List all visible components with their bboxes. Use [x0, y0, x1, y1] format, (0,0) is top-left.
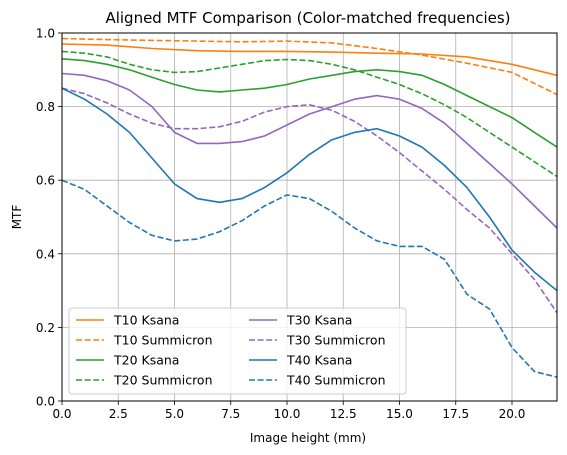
y-tick-label: 0.2 — [36, 321, 55, 335]
x-tick-label: 10.0 — [274, 407, 301, 421]
series-lines — [62, 37, 557, 378]
legend-label: T30 Summicron — [286, 333, 386, 348]
series-line-t40-summicron — [62, 179, 557, 378]
x-tick-label: 0.0 — [52, 407, 71, 421]
x-tick-label: 5.0 — [165, 407, 184, 421]
y-tick-label: 0.8 — [36, 100, 55, 114]
legend: T10 Ksana T10 Summicron T20 Ksana T20 Summi… — [68, 307, 407, 395]
y-tick-label: 0.6 — [36, 174, 55, 188]
legend-label: T20 Summicron — [113, 373, 213, 388]
legend-label: T10 Summicron — [113, 333, 213, 348]
x-axis-label: Image height (mm) — [250, 431, 366, 445]
series-line-t10-summicron — [62, 37, 557, 96]
series-line-t30-summicron — [62, 87, 557, 314]
x-tick-label: 15.0 — [386, 407, 413, 421]
y-tick-label: 0.4 — [36, 247, 55, 261]
series-line-t10-ksana — [62, 43, 557, 77]
plot-area-frame — [61, 32, 558, 402]
x-axis: 0.0 2.5 5.0 7.5 10.0 12.5 15.0 17.5 20.0 — [52, 401, 525, 421]
legend-label: T10 Ksana — [113, 313, 179, 328]
y-axis-label: MTF — [10, 205, 24, 230]
series-line-t20-summicron — [62, 50, 557, 178]
chart-title: Aligned MTF Comparison (Color-matched fr… — [105, 9, 510, 27]
series-line-t40-ksana — [62, 87, 557, 292]
legend-label: T30 Ksana — [286, 313, 352, 328]
x-tick-label: 12.5 — [330, 407, 357, 421]
x-tick-label: 17.5 — [442, 407, 469, 421]
legend-label: T40 Summicron — [286, 373, 386, 388]
x-tick-label: 7.5 — [221, 407, 240, 421]
legend-label: T40 Ksana — [286, 353, 352, 368]
x-tick-label: 2.5 — [109, 407, 128, 421]
series-line-t30-ksana — [62, 72, 557, 229]
y-axis: 0.0 0.2 0.4 0.6 0.8 1.0 — [36, 27, 62, 409]
legend-box — [68, 307, 407, 395]
y-tick-label: 0.0 — [36, 395, 55, 409]
x-tick-label: 20.0 — [499, 407, 526, 421]
legend-label: T20 Ksana — [113, 353, 179, 368]
series-line-t20-ksana — [62, 58, 557, 148]
y-tick-label: 1.0 — [36, 27, 55, 41]
